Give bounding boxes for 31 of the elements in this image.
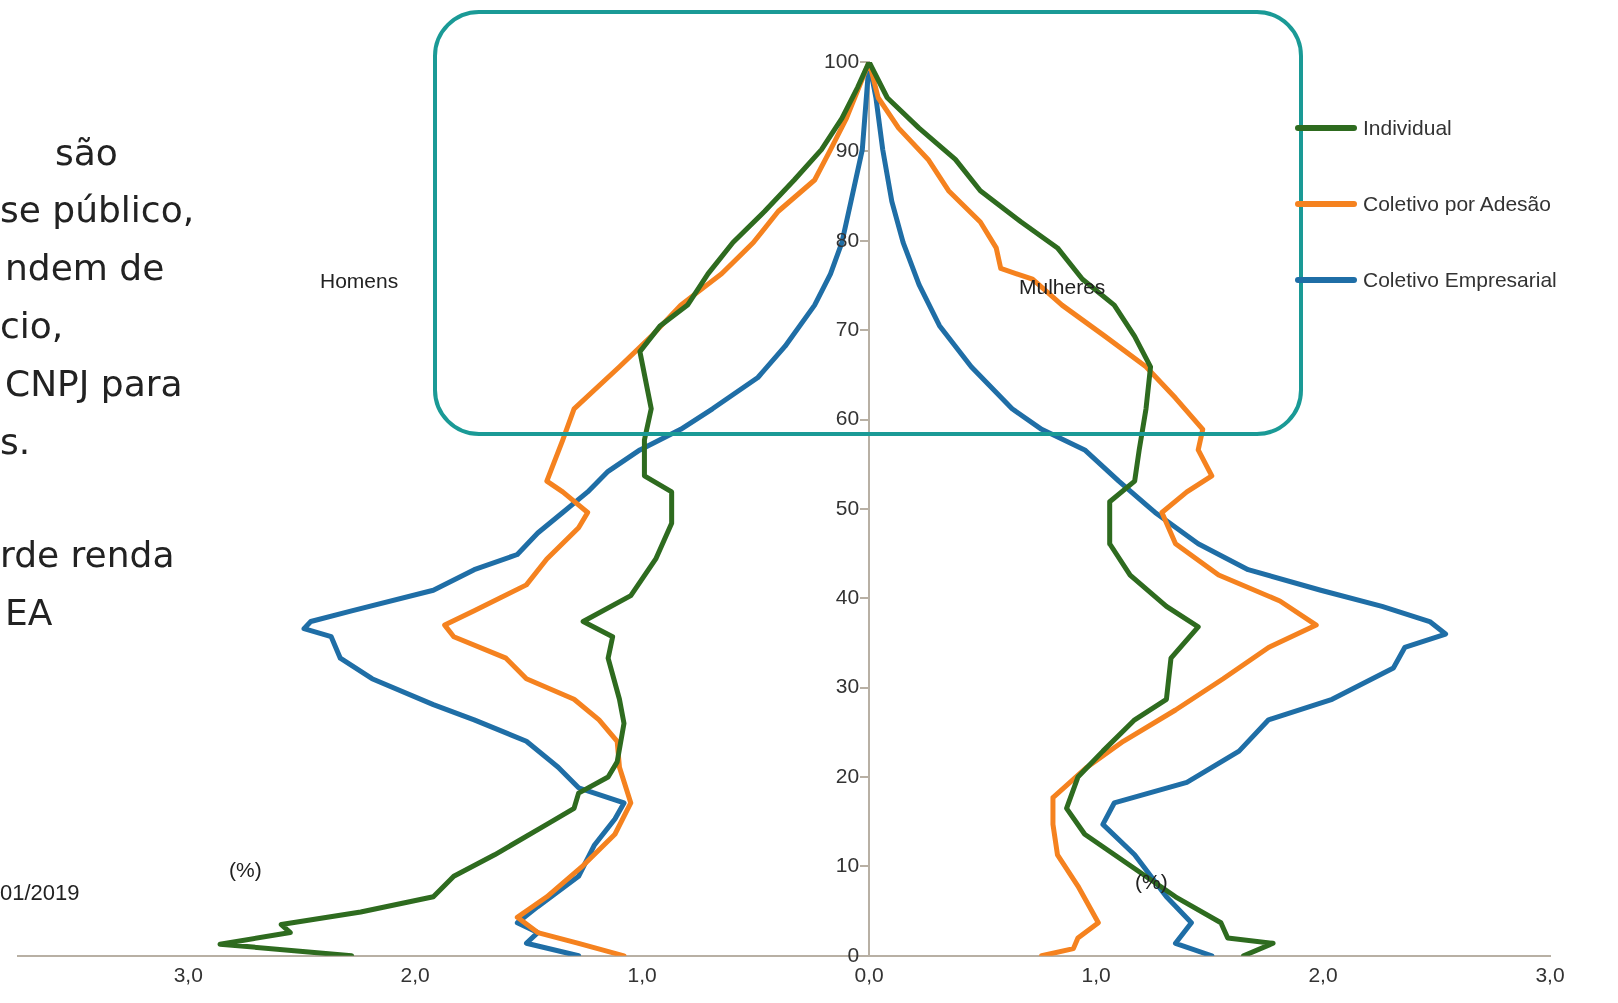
y-tick-label: 60 [835,406,860,430]
y-tick-label: 10 [835,853,860,877]
x-tick-label: 2,0 [1308,963,1338,987]
x-tick-label: 2,0 [400,963,430,987]
annotation: CNPJ para [5,362,183,404]
y-tick-label: 30 [835,674,860,698]
x-tick-label: 3,0 [173,963,203,987]
annotation: se público, [0,188,195,230]
y-tick-label: 70 [835,316,860,340]
y-tick-label: 100 [824,48,860,72]
annotation: 01/2019 [0,880,80,906]
annotation: (%) [229,858,262,882]
x-tick-label: 1,0 [627,963,657,987]
legend-label: Individual [1363,116,1452,140]
annotation: ndem de [5,246,165,288]
y-tick-label: 50 [835,495,860,519]
y-tick-label: 20 [835,763,860,787]
x-tick-label: 3,0 [1535,963,1565,987]
x-tick-label: 1,0 [1081,963,1111,987]
y-tick-label: 90 [835,138,860,162]
x-tick-label: 0,0 [854,963,884,987]
legend-label: Coletivo por Adesão [1363,192,1551,216]
y-tick-label: 40 [835,585,860,609]
annotation: Homens [320,269,399,293]
annotation: são [55,131,118,173]
y-tick-label: 0 [847,942,860,966]
annotation: cio, [0,304,64,346]
annotation: EA [5,591,53,633]
annotation: rde renda [0,533,175,575]
legend-label: Coletivo Empresarial [1363,268,1557,292]
annotation: s. [0,420,31,462]
